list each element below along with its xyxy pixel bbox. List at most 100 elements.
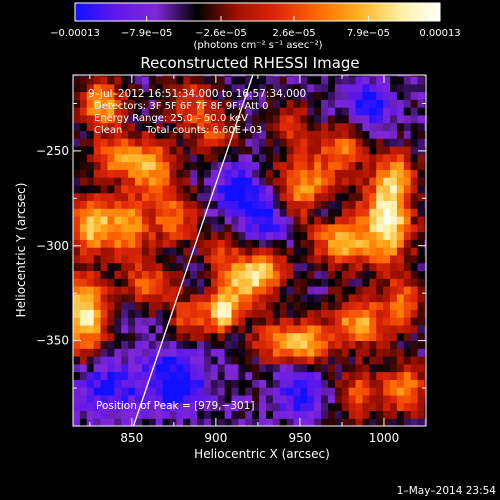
heatmap-cell [86, 348, 95, 357]
heatmap-cell [403, 348, 412, 357]
heatmap-cell [252, 192, 260, 202]
heatmap-cell [114, 223, 122, 233]
heatmap-cell [383, 293, 391, 303]
heatmap-cell [86, 184, 95, 194]
heatmap-cell [265, 91, 274, 100]
heatmap-cell [128, 410, 136, 419]
heatmap-cell [86, 83, 95, 93]
heatmap-cell [176, 239, 184, 248]
heatmap-cell [190, 363, 198, 373]
heatmap-cell [79, 107, 88, 116]
heatmap-cell [348, 247, 357, 256]
heatmap-cell [252, 75, 260, 85]
heatmap-cell [79, 340, 88, 349]
heatmap-cell [376, 75, 384, 85]
heatmap-cell [148, 75, 157, 85]
heatmap-cell [141, 122, 150, 131]
heatmap-cell [245, 371, 253, 380]
heatmap-cell [355, 332, 364, 342]
heatmap-cell [141, 107, 150, 116]
heatmap-cell [383, 371, 391, 380]
heatmap-cell [321, 340, 329, 349]
heatmap-cell [348, 363, 357, 373]
heatmap-cell [169, 231, 177, 240]
heatmap-cell [79, 293, 88, 303]
heatmap-cell [231, 371, 239, 380]
heatmap-cell [190, 340, 198, 349]
heatmap-cell [224, 138, 233, 147]
heatmap-cell [390, 223, 398, 233]
heatmap-cell [390, 371, 398, 380]
heatmap-cell [355, 138, 364, 147]
heatmap-cell [307, 317, 315, 326]
heatmap-cell [376, 138, 384, 147]
heatmap-cell [348, 231, 357, 240]
heatmap-cell [162, 301, 171, 310]
heatmap-cell [79, 317, 88, 326]
heatmap-cell [73, 394, 81, 404]
heatmap-cell [86, 161, 95, 170]
heatmap-cell [307, 278, 315, 287]
heatmap-cell [300, 410, 308, 419]
heatmap-cell [169, 270, 177, 279]
heatmap-cell [328, 324, 336, 334]
heatmap-cell [107, 75, 115, 85]
heatmap-cell [190, 145, 198, 155]
heatmap-cell [403, 418, 412, 426]
heatmap-cell [252, 247, 260, 256]
heatmap-cell [135, 348, 143, 357]
heatmap-cell [265, 169, 274, 178]
heatmap-cell [141, 200, 150, 209]
heatmap-cell [341, 215, 350, 225]
heatmap-cell [203, 145, 212, 155]
heatmap-cell [93, 270, 102, 279]
heatmap-cell [286, 278, 295, 287]
heatmap-cell [210, 239, 219, 248]
heatmap-cell [314, 340, 322, 349]
heatmap-cell [135, 324, 143, 334]
heatmap-cell [183, 122, 191, 131]
heatmap-cell [417, 75, 426, 77]
heatmap-cell [334, 215, 343, 225]
heatmap-cell [169, 239, 177, 248]
heatmap-cell [362, 91, 370, 100]
heatmap-cell [93, 200, 102, 209]
heatmap-cell [121, 83, 129, 93]
heatmap-cell [224, 177, 233, 186]
heatmap-cell [328, 145, 336, 155]
heatmap-cell [424, 363, 426, 373]
heatmap-cell [100, 208, 109, 217]
heatmap-cell [135, 153, 143, 163]
heatmap-cell [245, 355, 253, 365]
heatmap-cell [348, 75, 357, 77]
heatmap-cell [183, 247, 191, 256]
heatmap-cell [114, 91, 122, 100]
heatmap-cell [341, 83, 350, 93]
heatmap-cell [369, 418, 377, 426]
heatmap-cell [79, 402, 88, 412]
heatmap-cell [272, 293, 281, 303]
heatmap-cell [279, 371, 288, 380]
heatmap-cell [279, 200, 288, 209]
heatmap-cell [162, 418, 171, 426]
heatmap-cell [376, 387, 384, 396]
heatmap-cell [286, 379, 295, 388]
heatmap-cell [265, 355, 274, 365]
heatmap-cell [169, 83, 177, 93]
heatmap-cell [245, 293, 253, 303]
heatmap-cell [135, 387, 143, 396]
heatmap-cell [424, 387, 426, 396]
heatmap-cell [73, 270, 81, 279]
heatmap-cell [238, 301, 246, 310]
heatmap-cell [252, 387, 260, 396]
heatmap-cell [334, 145, 343, 155]
heatmap-cell [272, 208, 281, 217]
heatmap-cell [300, 75, 308, 77]
heatmap-cell [231, 83, 239, 93]
heatmap-cell [307, 83, 315, 93]
heatmap-cell [135, 270, 143, 279]
heatmap-cell [224, 340, 233, 349]
heatmap-cell [410, 285, 419, 295]
heatmap-cell [183, 270, 191, 279]
heatmap-cell [334, 177, 343, 186]
